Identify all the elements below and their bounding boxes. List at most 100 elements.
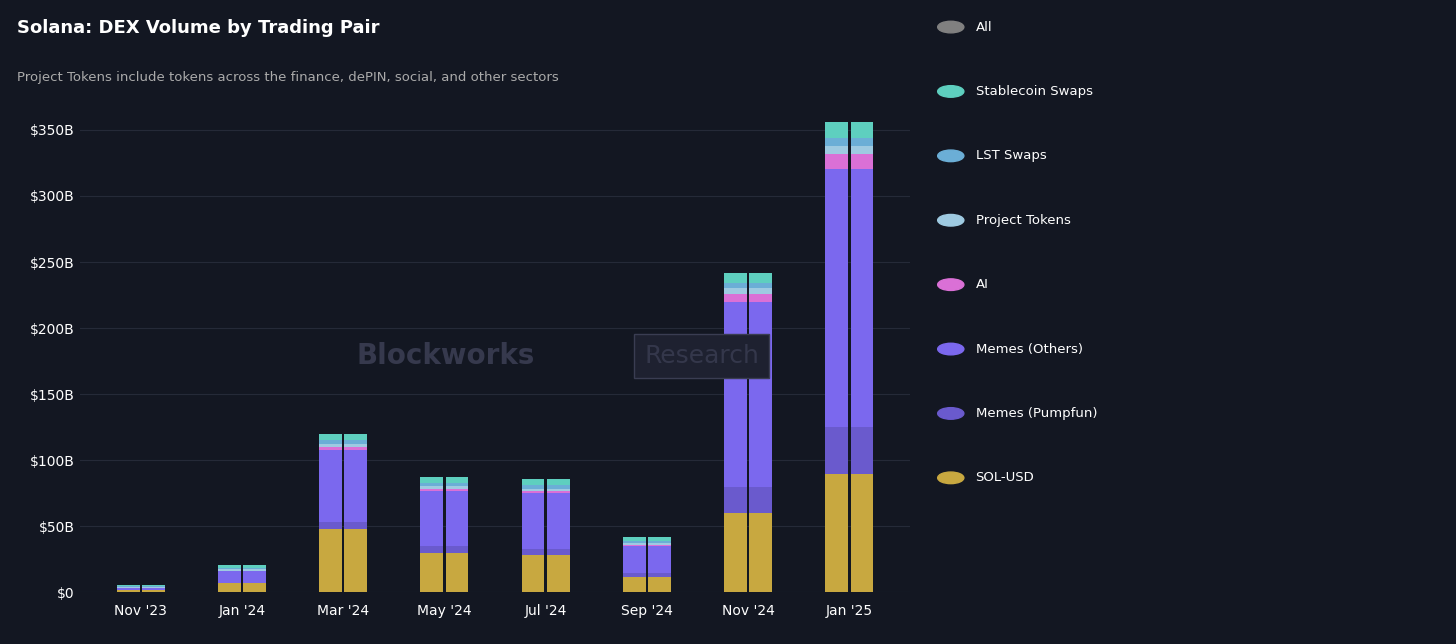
Bar <box>648 573 671 576</box>
Text: SOL-USD: SOL-USD <box>976 471 1034 484</box>
Bar <box>521 489 545 491</box>
Text: Solana: DEX Volume by Trading Pair: Solana: DEX Volume by Trading Pair <box>17 19 380 37</box>
Bar <box>623 541 645 543</box>
Bar <box>143 588 165 590</box>
Bar <box>521 478 545 486</box>
Bar <box>623 573 645 576</box>
Bar <box>623 543 645 545</box>
Bar <box>724 283 747 289</box>
Bar <box>724 272 747 283</box>
Bar <box>446 486 469 489</box>
Bar <box>750 294 772 301</box>
Bar <box>826 154 847 169</box>
Bar <box>345 440 367 444</box>
Bar <box>319 450 342 522</box>
Text: All: All <box>976 21 992 33</box>
Bar <box>319 434 342 440</box>
Bar <box>750 487 772 513</box>
Bar <box>547 493 569 549</box>
Bar <box>421 546 443 553</box>
Bar <box>116 586 140 587</box>
Bar <box>345 444 367 447</box>
Bar <box>319 444 342 447</box>
Bar <box>421 486 443 489</box>
Text: Stablecoin Swaps: Stablecoin Swaps <box>976 85 1092 98</box>
Bar <box>826 473 847 592</box>
Bar <box>319 447 342 450</box>
Bar <box>218 569 240 571</box>
Text: LST Swaps: LST Swaps <box>976 149 1047 162</box>
Bar <box>116 585 140 586</box>
Bar <box>547 556 569 592</box>
Bar <box>345 434 367 440</box>
Bar <box>648 536 671 541</box>
Bar <box>724 294 747 301</box>
Bar <box>319 529 342 592</box>
Text: Memes (Pumpfun): Memes (Pumpfun) <box>976 407 1096 420</box>
Bar <box>218 568 240 569</box>
Bar <box>421 489 443 491</box>
Bar <box>547 486 569 489</box>
Bar <box>218 565 240 568</box>
Bar <box>521 486 545 489</box>
Text: Project Tokens: Project Tokens <box>976 214 1070 227</box>
Bar <box>243 568 266 569</box>
Bar <box>421 491 443 546</box>
Bar <box>243 583 266 592</box>
Bar <box>521 549 545 556</box>
Bar <box>521 556 545 592</box>
Bar <box>648 546 671 573</box>
Bar <box>116 588 140 590</box>
Bar <box>648 576 671 592</box>
Bar <box>319 440 342 444</box>
Bar <box>547 478 569 486</box>
Bar <box>446 477 469 484</box>
Bar <box>345 529 367 592</box>
Bar <box>218 583 240 592</box>
Bar <box>547 549 569 556</box>
Bar <box>116 590 140 592</box>
Bar <box>421 477 443 484</box>
Bar <box>648 545 671 546</box>
Bar <box>623 545 645 546</box>
Bar <box>218 571 240 583</box>
Text: AI: AI <box>976 278 989 291</box>
Bar <box>521 491 545 493</box>
Bar <box>446 553 469 592</box>
Bar <box>623 536 645 541</box>
Bar <box>850 169 874 427</box>
Text: Memes (Others): Memes (Others) <box>976 343 1082 355</box>
Bar <box>750 513 772 592</box>
Bar <box>446 489 469 491</box>
Text: Research: Research <box>645 345 759 368</box>
Bar <box>750 272 772 283</box>
Bar <box>345 522 367 529</box>
Bar <box>623 546 645 573</box>
Bar <box>521 493 545 549</box>
Bar <box>143 585 165 586</box>
Bar <box>648 541 671 543</box>
Bar <box>750 301 772 487</box>
Bar <box>724 513 747 592</box>
Text: Project Tokens include tokens across the finance, dePIN, social, and other secto: Project Tokens include tokens across the… <box>17 71 559 84</box>
Bar <box>826 122 847 138</box>
Bar <box>421 484 443 486</box>
Bar <box>826 169 847 427</box>
Bar <box>345 450 367 522</box>
Bar <box>850 473 874 592</box>
Bar <box>750 289 772 294</box>
Bar <box>648 543 671 545</box>
Bar <box>421 553 443 592</box>
Bar <box>143 590 165 592</box>
Bar <box>826 427 847 473</box>
Bar <box>319 522 342 529</box>
Bar <box>724 301 747 487</box>
Bar <box>850 138 874 146</box>
Bar <box>243 571 266 583</box>
Bar <box>724 289 747 294</box>
Bar <box>623 576 645 592</box>
Bar <box>446 491 469 546</box>
Bar <box>446 484 469 486</box>
Bar <box>345 447 367 450</box>
Bar <box>547 491 569 493</box>
